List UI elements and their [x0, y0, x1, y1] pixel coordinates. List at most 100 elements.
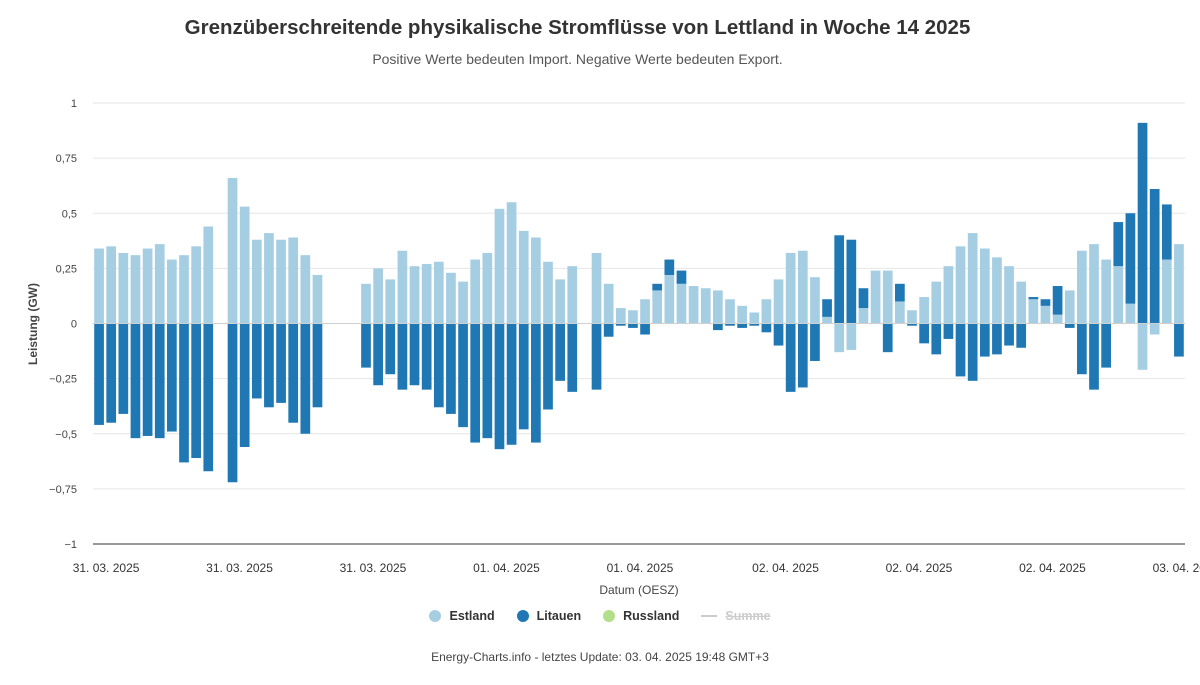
- bar-litauen-24[interactable]: [385, 323, 396, 375]
- bar-estland-67[interactable]: [907, 310, 917, 324]
- bar-estland-16[interactable]: [288, 237, 299, 324]
- bar-litauen-11[interactable]: [227, 323, 238, 483]
- bar-estland-73[interactable]: [979, 248, 990, 324]
- bar-estland-35[interactable]: [518, 230, 529, 324]
- bar-estland-60[interactable]: [822, 316, 832, 324]
- bar-estland-0[interactable]: [94, 248, 104, 324]
- bar-litauen-12[interactable]: [239, 323, 250, 447]
- bar-litauen-83[interactable]: [1101, 323, 1111, 368]
- bar-litauen-52[interactable]: [725, 323, 735, 326]
- bar-litauen-0[interactable]: [94, 323, 104, 425]
- bar-estland-54[interactable]: [749, 312, 760, 324]
- bar-litauen-67[interactable]: [907, 323, 917, 326]
- bar-litauen-33[interactable]: [494, 323, 505, 450]
- bar-estland-29[interactable]: [446, 272, 456, 324]
- bar-litauen-57[interactable]: [785, 323, 796, 392]
- bar-litauen-30[interactable]: [458, 323, 468, 428]
- bar-litauen-41[interactable]: [591, 323, 602, 390]
- bar-litauen-14[interactable]: [264, 323, 274, 408]
- bar-litauen-23[interactable]: [373, 323, 383, 386]
- bar-estland-6[interactable]: [167, 259, 177, 324]
- bar-litauen-82[interactable]: [1089, 323, 1099, 390]
- bar-estland-13[interactable]: [251, 239, 262, 324]
- bar-estland-65[interactable]: [882, 270, 893, 324]
- bar-litauen-45[interactable]: [640, 323, 650, 335]
- bar-estland-72[interactable]: [967, 233, 978, 324]
- bar-litauen-9[interactable]: [203, 323, 214, 472]
- bar-litauen-53[interactable]: [737, 323, 747, 328]
- bar-estland-23[interactable]: [373, 268, 383, 324]
- bar-estland-64[interactable]: [870, 270, 881, 324]
- legend-item-estland[interactable]: Estland: [429, 609, 495, 623]
- bar-litauen-29[interactable]: [446, 323, 456, 414]
- bar-litauen-18[interactable]: [312, 323, 323, 408]
- bar-estland-61[interactable]: [834, 323, 845, 353]
- bar-estland-55[interactable]: [761, 299, 772, 324]
- bar-litauen-74[interactable]: [992, 323, 1002, 355]
- bar-litauen-85[interactable]: [1125, 213, 1136, 304]
- bar-estland-66[interactable]: [895, 301, 905, 324]
- bar-litauen-44[interactable]: [628, 323, 638, 328]
- bar-estland-69[interactable]: [931, 281, 942, 324]
- bar-estland-86[interactable]: [1137, 323, 1148, 370]
- bar-litauen-7[interactable]: [179, 323, 189, 463]
- bar-estland-43[interactable]: [615, 308, 626, 324]
- bar-estland-89[interactable]: [1174, 244, 1184, 324]
- bar-litauen-3[interactable]: [130, 323, 141, 439]
- bar-estland-71[interactable]: [955, 246, 966, 324]
- bar-estland-84[interactable]: [1113, 266, 1124, 324]
- bar-litauen-79[interactable]: [1052, 286, 1063, 315]
- bar-litauen-89[interactable]: [1174, 323, 1184, 357]
- bar-litauen-71[interactable]: [955, 323, 966, 377]
- bar-estland-32[interactable]: [482, 252, 493, 324]
- bar-estland-78[interactable]: [1040, 305, 1051, 324]
- bar-estland-17[interactable]: [300, 255, 311, 324]
- bar-estland-75[interactable]: [1004, 266, 1014, 324]
- bar-estland-31[interactable]: [470, 259, 481, 324]
- bar-estland-33[interactable]: [494, 208, 505, 324]
- bar-estland-11[interactable]: [227, 177, 238, 324]
- bar-litauen-39[interactable]: [567, 323, 578, 392]
- bar-litauen-77[interactable]: [1028, 297, 1039, 300]
- bar-litauen-86[interactable]: [1137, 122, 1148, 324]
- bar-estland-77[interactable]: [1028, 299, 1039, 324]
- bar-estland-48[interactable]: [676, 283, 687, 324]
- bar-litauen-68[interactable]: [919, 323, 929, 344]
- bar-litauen-59[interactable]: [810, 323, 820, 361]
- bar-litauen-48[interactable]: [676, 270, 687, 284]
- bar-litauen-60[interactable]: [822, 299, 832, 317]
- bar-estland-42[interactable]: [603, 283, 614, 324]
- bar-estland-68[interactable]: [919, 297, 929, 324]
- bar-estland-12[interactable]: [239, 206, 250, 324]
- bar-estland-14[interactable]: [264, 233, 274, 324]
- bar-litauen-42[interactable]: [603, 323, 614, 337]
- bar-estland-37[interactable]: [543, 261, 553, 324]
- bar-litauen-1[interactable]: [106, 323, 117, 423]
- bar-estland-9[interactable]: [203, 226, 214, 324]
- bar-litauen-38[interactable]: [555, 323, 565, 381]
- bar-litauen-25[interactable]: [397, 323, 408, 390]
- bar-estland-27[interactable]: [421, 263, 432, 324]
- bar-estland-46[interactable]: [652, 290, 663, 324]
- bar-estland-7[interactable]: [179, 255, 189, 324]
- bar-estland-58[interactable]: [797, 250, 808, 324]
- bar-litauen-76[interactable]: [1016, 323, 1027, 348]
- bar-estland-85[interactable]: [1125, 303, 1136, 324]
- bar-litauen-80[interactable]: [1064, 323, 1075, 328]
- bar-litauen-32[interactable]: [482, 323, 493, 439]
- bar-estland-56[interactable]: [773, 279, 784, 324]
- bar-litauen-27[interactable]: [421, 323, 432, 390]
- bar-litauen-17[interactable]: [300, 323, 311, 434]
- bar-litauen-62[interactable]: [846, 239, 857, 324]
- bar-litauen-15[interactable]: [276, 323, 286, 403]
- bar-litauen-75[interactable]: [1004, 323, 1014, 346]
- bar-litauen-58[interactable]: [797, 323, 808, 388]
- bar-estland-5[interactable]: [154, 244, 165, 324]
- bar-estland-44[interactable]: [628, 310, 638, 324]
- bar-estland-47[interactable]: [664, 274, 675, 324]
- bar-estland-57[interactable]: [785, 252, 796, 324]
- bar-litauen-47[interactable]: [664, 259, 675, 275]
- bar-estland-28[interactable]: [433, 261, 444, 324]
- legend-item-litauen[interactable]: Litauen: [516, 609, 581, 623]
- bar-estland-51[interactable]: [713, 290, 723, 324]
